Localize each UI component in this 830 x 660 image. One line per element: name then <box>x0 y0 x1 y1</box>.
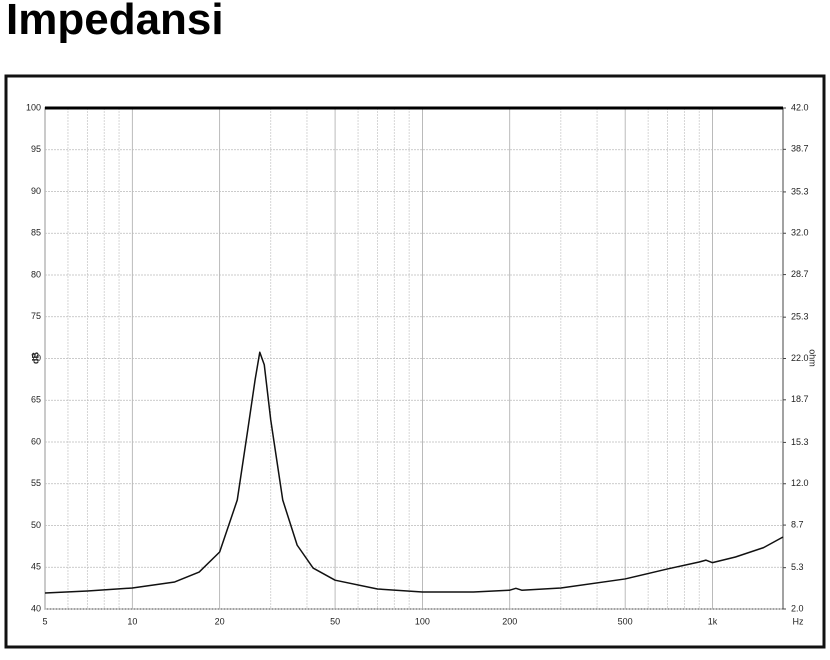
y-tick-label: 50 <box>31 520 41 530</box>
x-tick-label: 5 <box>42 616 47 626</box>
y-axis-label: dB <box>30 352 40 364</box>
y-tick-label: 80 <box>31 269 41 279</box>
x-tick-label: 10 <box>127 616 137 626</box>
y-tick-label: 85 <box>31 228 41 238</box>
y-tick-label: 65 <box>31 395 41 405</box>
y2-tick-label: 5.3 <box>791 562 804 572</box>
y2-tick-label: 28.7 <box>791 269 809 279</box>
x-tick-label: 200 <box>502 616 517 626</box>
y2-tick-label: 32.0 <box>791 228 809 238</box>
frame <box>4 74 826 649</box>
y2-tick-label: 42.0 <box>791 102 809 112</box>
y-tick-label: 75 <box>31 311 41 321</box>
x-tick-label: 500 <box>618 616 633 626</box>
y-tick-label: 45 <box>31 562 41 572</box>
x-tick-label: 50 <box>330 616 340 626</box>
chart-title: Impedansi <box>6 0 224 44</box>
y-tick-label: 100 <box>26 102 41 112</box>
y-tick-label: 95 <box>31 144 41 154</box>
y2-axis-label: ohm <box>808 349 818 367</box>
y-tick-label: 55 <box>31 478 41 488</box>
y2-tick-label: 2.0 <box>791 603 804 613</box>
y-tick-label: 60 <box>31 436 41 446</box>
x-tick-label: 1k <box>708 616 718 626</box>
x-tick-label: 100 <box>415 616 430 626</box>
y2-tick-label: 25.3 <box>791 312 809 322</box>
y2-tick-label: 12.0 <box>791 478 809 488</box>
y2-tick-label: 8.7 <box>791 519 804 529</box>
y2-tick-label: 35.3 <box>791 186 809 196</box>
y-tick-label: 90 <box>31 186 41 196</box>
x-axis-label: Hz <box>793 616 804 626</box>
y2-tick-label: 38.7 <box>791 144 809 154</box>
y2-tick-label: 15.3 <box>791 437 809 447</box>
y2-tick-label: 18.7 <box>791 394 809 404</box>
y-tick-label: 70 <box>31 353 41 363</box>
y-tick-label: 40 <box>31 603 41 613</box>
y2-tick-label: 22.0 <box>791 353 809 363</box>
x-tick-label: 20 <box>215 616 225 626</box>
impedance-curve <box>44 351 784 594</box>
